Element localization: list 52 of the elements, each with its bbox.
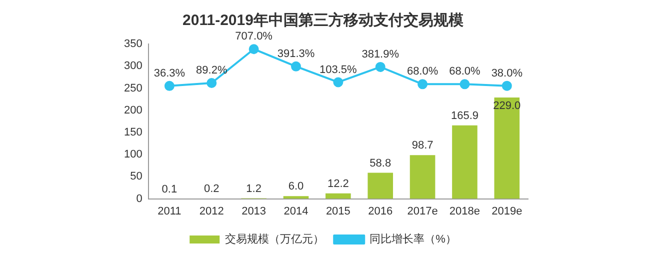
data-label: 381.9% bbox=[362, 48, 400, 60]
legend-label: 交易规模（万亿元） bbox=[225, 232, 324, 246]
data-label: 707.0% bbox=[235, 30, 273, 43]
y-tick-label: 350 bbox=[124, 38, 142, 50]
point bbox=[375, 62, 386, 72]
data-label: 36.3% bbox=[154, 67, 186, 80]
x-tick-label: 2019e bbox=[492, 205, 522, 218]
bar bbox=[452, 125, 478, 199]
point bbox=[164, 80, 174, 91]
data-label: 0.2 bbox=[204, 183, 220, 196]
y-tick-label: 0 bbox=[136, 192, 142, 205]
data-label: 98.7 bbox=[412, 140, 434, 152]
data-label: 165.9 bbox=[450, 110, 478, 122]
data-label: 68.0% bbox=[449, 66, 481, 78]
data-label: 38.0% bbox=[491, 67, 523, 80]
x-tick-label: 2012 bbox=[199, 205, 224, 218]
y-tick-label: 200 bbox=[124, 104, 142, 116]
data-label: 12.2 bbox=[327, 178, 349, 190]
x-tick-label: 2014 bbox=[284, 205, 308, 218]
data-label: 6.0 bbox=[288, 180, 304, 193]
x-tick-label: 2018e bbox=[449, 205, 480, 218]
data-label: 103.5% bbox=[320, 64, 358, 76]
x-tick-label: 2013 bbox=[242, 205, 266, 218]
bar bbox=[283, 196, 309, 199]
data-label: 89.2% bbox=[196, 64, 228, 77]
bar bbox=[368, 172, 394, 199]
y-tick-label: 150 bbox=[124, 126, 142, 138]
x-tick-label: 2011 bbox=[158, 205, 182, 218]
y-tick-label: 250 bbox=[124, 82, 142, 94]
point bbox=[333, 77, 344, 88]
y-tick-label: 100 bbox=[124, 148, 142, 161]
chart-title: 2011-2019年中国第三方移动支付交易规模 bbox=[182, 11, 464, 30]
data-label: 391.3% bbox=[277, 48, 315, 60]
point bbox=[418, 79, 428, 90]
bar bbox=[494, 98, 520, 199]
y-tick-label: 50 bbox=[130, 170, 142, 183]
data-label: 1.2 bbox=[246, 182, 262, 195]
x-tick-label: 2015 bbox=[326, 205, 350, 218]
bar bbox=[410, 155, 436, 199]
data-label: 0.1 bbox=[162, 183, 178, 196]
data-label: 68.0% bbox=[406, 66, 438, 78]
x-tick-label: 2017e bbox=[407, 205, 438, 218]
data-label: 58.8 bbox=[370, 157, 392, 170]
legend-label: 同比增长率（%） bbox=[370, 232, 456, 246]
y-tick-label: 300 bbox=[124, 60, 142, 72]
point bbox=[460, 79, 470, 90]
point bbox=[206, 78, 217, 88]
point bbox=[502, 80, 512, 91]
point bbox=[248, 44, 259, 54]
point bbox=[290, 61, 301, 72]
x-tick-label: 2016 bbox=[368, 205, 393, 218]
bar bbox=[326, 193, 351, 199]
